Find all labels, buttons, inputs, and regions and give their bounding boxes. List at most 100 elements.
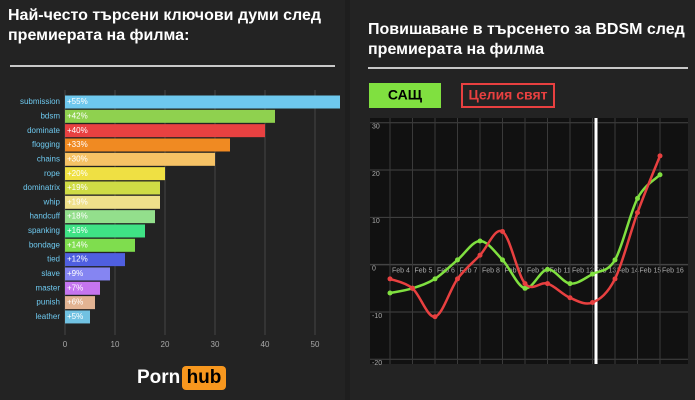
- x-tick-label: 0: [63, 340, 68, 349]
- x-tick-label: Feb 14: [617, 267, 639, 274]
- category-label: master: [36, 283, 61, 292]
- value-label: +19%: [67, 197, 88, 206]
- bar: [65, 238, 135, 252]
- y-tick-label: 20: [372, 171, 380, 178]
- point: [635, 195, 640, 201]
- y-tick-label: -20: [372, 360, 382, 367]
- x-tick-label: 40: [261, 340, 270, 349]
- point: [500, 229, 505, 235]
- category-label: tied: [47, 255, 60, 264]
- category-label: rope: [44, 169, 61, 178]
- category-label: chains: [37, 154, 60, 163]
- point: [387, 276, 393, 282]
- bar: [65, 181, 160, 195]
- point: [387, 290, 393, 296]
- point: [567, 281, 573, 287]
- logo-text: hub: [187, 367, 222, 388]
- point: [500, 257, 505, 263]
- point: [657, 153, 663, 159]
- value-label: +20%: [67, 169, 88, 178]
- point: [567, 295, 573, 301]
- value-label: +12%: [67, 255, 88, 264]
- category-label: flogging: [32, 140, 60, 149]
- point: [455, 276, 460, 282]
- point: [590, 271, 595, 277]
- value-label: +6%: [67, 298, 83, 307]
- value-label: +19%: [67, 183, 88, 192]
- x-tick-label: Feb 13: [595, 267, 617, 274]
- bar: [65, 138, 230, 152]
- point: [612, 276, 618, 282]
- legend-swatch: [461, 83, 555, 108]
- point: [522, 285, 528, 291]
- x-tick-label: 30: [211, 340, 220, 349]
- x-tick-label: 50: [311, 340, 320, 349]
- value-label: +14%: [67, 240, 88, 249]
- bar: [65, 195, 160, 209]
- value-label: +18%: [67, 212, 88, 221]
- point: [612, 257, 618, 263]
- bar: [65, 210, 155, 224]
- point: [432, 314, 438, 320]
- bar: [65, 253, 125, 267]
- value-label: +33%: [67, 140, 88, 149]
- x-tick-label: Feb 8: [482, 267, 500, 274]
- y-tick-label: -10: [372, 313, 382, 320]
- x-tick-label: 10: [111, 340, 120, 349]
- value-label: +5%: [67, 312, 83, 321]
- x-tick-label: Feb 9: [505, 267, 523, 274]
- category-label: handcuff: [29, 212, 60, 221]
- legend-swatch: [369, 83, 441, 108]
- x-tick-label: Feb 4: [392, 267, 410, 274]
- category-label: submission: [20, 97, 60, 106]
- x-tick-label: Feb 5: [415, 267, 433, 274]
- category-label: punish: [36, 298, 60, 307]
- logo-text: Porn: [137, 367, 180, 388]
- point: [635, 210, 640, 216]
- plot-area: [370, 118, 688, 364]
- bar: [65, 109, 275, 123]
- bar: [65, 224, 145, 238]
- point: [545, 281, 550, 287]
- bar: [65, 281, 100, 295]
- x-tick-label: Feb 16: [662, 267, 684, 274]
- x-tick-label: 20: [161, 340, 170, 349]
- chart-title: Най-често търсени ключови думи след прем…: [8, 7, 322, 44]
- bar: [65, 124, 265, 138]
- legend-label: Целия свят: [469, 87, 548, 103]
- point: [522, 281, 528, 287]
- x-tick-label: Feb 10: [527, 267, 549, 274]
- logo-badge: [182, 366, 226, 390]
- y-tick-label: 10: [372, 218, 380, 225]
- value-label: +55%: [67, 97, 88, 106]
- bar: [65, 267, 110, 281]
- x-tick-label: Feb 15: [640, 267, 662, 274]
- category-label: spanking: [28, 226, 60, 235]
- x-tick-label: Feb 11: [550, 267, 571, 274]
- chart-title: Повишаване в търсенето за BDSM след прем…: [368, 21, 685, 58]
- x-tick-label: Feb 7: [460, 267, 478, 274]
- bar: [65, 296, 95, 310]
- category-label: bdsm: [40, 111, 60, 120]
- bar: [65, 95, 340, 109]
- category-label: dominate: [27, 126, 60, 135]
- category-label: bondage: [29, 240, 61, 249]
- value-label: +7%: [67, 283, 83, 292]
- category-label: slave: [41, 269, 60, 278]
- value-label: +16%: [67, 226, 88, 235]
- point: [657, 172, 663, 178]
- bar: [65, 152, 215, 166]
- bar: [65, 310, 90, 324]
- legend-label: САЩ: [388, 87, 423, 103]
- point: [410, 285, 415, 291]
- category-label: whip: [43, 197, 61, 206]
- point: [432, 276, 438, 282]
- category-label: dominatrix: [23, 183, 60, 192]
- point: [545, 266, 550, 272]
- value-label: +42%: [67, 111, 88, 120]
- value-label: +30%: [67, 154, 88, 163]
- point: [477, 252, 483, 258]
- point: [455, 257, 460, 263]
